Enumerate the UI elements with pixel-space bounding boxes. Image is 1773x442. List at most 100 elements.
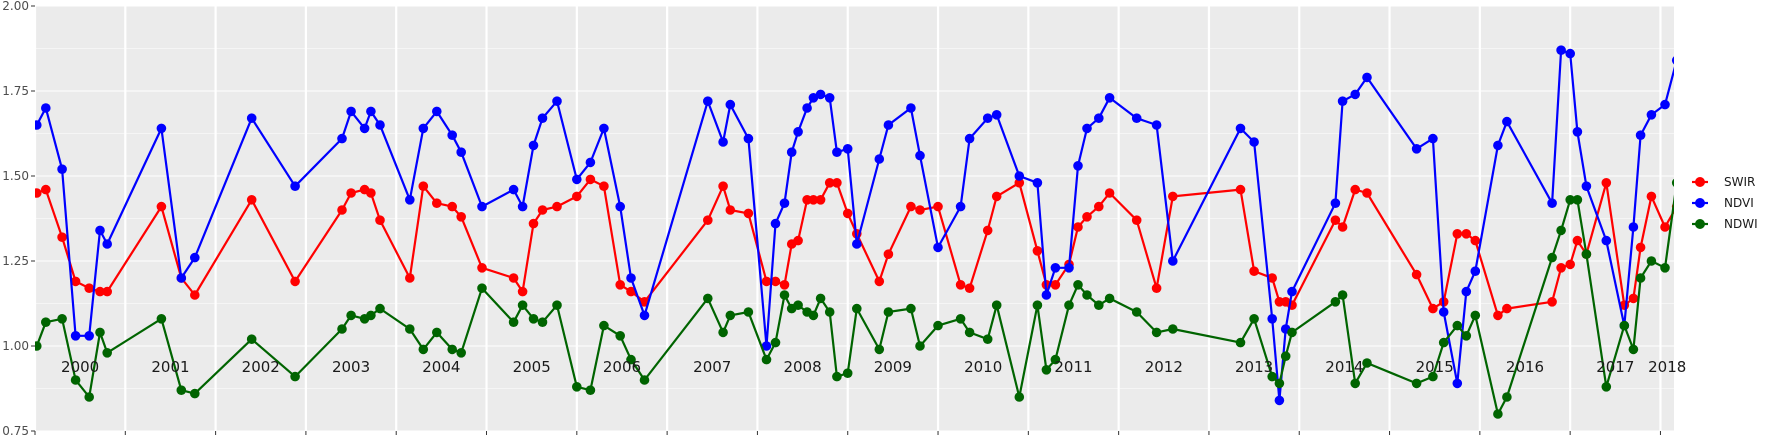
data-point-ndvi [57, 164, 67, 174]
data-point-ndvi [405, 195, 415, 205]
data-point-ndwi [718, 327, 728, 338]
data-point-swir [982, 225, 993, 236]
axis-ticks: 0.75 1.00 1.25 1.50 1.75 2.00 [2, 0, 1661, 438]
data-point-ndwi [615, 331, 625, 341]
data-point-ndvi [824, 93, 835, 103]
data-point-swir [808, 195, 819, 205]
data-point-ndvi [626, 273, 636, 283]
data-point-ndvi [1547, 198, 1557, 208]
data-point-swir [1094, 201, 1104, 212]
data-point-ndwi [770, 337, 781, 348]
data-point-ndwi [1168, 324, 1178, 334]
year-label: 2000 [61, 358, 99, 376]
data-point-ndwi [1073, 280, 1083, 290]
data-point-ndwi [1572, 195, 1583, 205]
data-point-ndwi [41, 317, 51, 328]
data-point-ndvi [703, 96, 713, 106]
data-point-swir [84, 283, 94, 294]
data-point-ndvi [1660, 99, 1670, 110]
data-point-swir [874, 276, 885, 287]
data-point-ndvi [1249, 137, 1259, 147]
data-point-ndvi [1235, 123, 1246, 134]
data-point-ndwi [1235, 337, 1246, 348]
data-point-swir [824, 178, 835, 188]
data-point-swir [906, 201, 916, 212]
data-point-ndwi [290, 371, 300, 382]
data-point-ndvi [1428, 133, 1438, 144]
data-point-swir [405, 273, 415, 283]
year-label: 2016 [1506, 358, 1544, 376]
data-point-ndwi [528, 314, 539, 324]
data-point-ndvi [1692, 130, 1702, 140]
data-point-swir [337, 205, 347, 215]
data-point-swir [1660, 222, 1670, 232]
year-label: 2018 [1648, 358, 1686, 376]
year-label: 2002 [242, 358, 280, 376]
data-point-ndvi [1701, 147, 1711, 157]
data-point-ndwi [1502, 392, 1512, 402]
data-point-ndwi [1274, 378, 1285, 389]
data-point-ndvi [802, 103, 812, 113]
data-point-ndwi [626, 354, 636, 365]
data-point-ndvi [102, 239, 112, 249]
data-point-ndvi [1493, 140, 1503, 151]
year-label: 2001 [151, 358, 189, 376]
data-point-ndwi [1131, 307, 1142, 317]
data-point-ndwi [808, 310, 819, 321]
data-point-swir [1461, 229, 1472, 239]
data-point-swir [703, 215, 713, 225]
data-point-ndvi [599, 123, 609, 134]
data-point-ndvi [1683, 110, 1693, 120]
data-point-ndwi [639, 375, 650, 385]
year-label: 2017 [1596, 358, 1634, 376]
data-point-ndvi [1565, 48, 1575, 59]
data-point-ndwi [366, 310, 376, 321]
data-point-swir [955, 280, 966, 290]
data-point-ndwi [1452, 320, 1463, 331]
data-point-ndvi [779, 198, 790, 208]
data-point-ndwi [1438, 337, 1449, 348]
data-point-swir [35, 188, 42, 198]
data-point-ndwi [456, 348, 467, 358]
data-point-ndvi [517, 201, 528, 212]
data-point-ndwi [552, 300, 562, 311]
data-point-ndvi [1073, 161, 1083, 171]
data-point-ndvi [1717, 161, 1727, 171]
data-point-swir [842, 208, 853, 219]
data-point-ndwi [1082, 290, 1092, 300]
data-point-swir [1151, 283, 1162, 294]
y-tick-label: 0.75 [2, 424, 29, 438]
data-point-ndwi [84, 392, 94, 402]
data-point-ndvi [964, 133, 975, 144]
data-point-ndwi [1014, 392, 1025, 402]
data-point-ndvi [1064, 263, 1074, 273]
data-point-swir [41, 184, 51, 195]
data-point-swir [1032, 246, 1043, 256]
data-point-swir [156, 201, 167, 212]
data-point-ndvi [190, 252, 200, 263]
series-swir [35, 174, 1765, 321]
data-point-ndwi [1104, 293, 1115, 304]
legend-label: NDWI [1724, 217, 1758, 231]
data-point-ndvi [955, 201, 966, 212]
data-point-swir [1692, 280, 1702, 290]
data-point-ndwi [537, 317, 548, 328]
data-point-ndwi [793, 300, 803, 311]
data-point-swir [1565, 259, 1575, 270]
data-point-ndwi [915, 341, 925, 351]
year-label: 2004 [422, 358, 460, 376]
data-point-swir [246, 195, 257, 205]
y-tick-label: 1.75 [2, 84, 29, 98]
data-point-ndwi [508, 317, 519, 328]
data-point-ndvi [70, 331, 81, 341]
data-point-swir [991, 191, 1002, 202]
data-point-swir [1755, 270, 1765, 280]
data-point-swir [1547, 297, 1557, 307]
data-point-ndvi [786, 147, 797, 157]
data-point-ndwi [1280, 351, 1291, 362]
data-point-ndvi [1438, 307, 1449, 317]
data-point-ndvi [1411, 144, 1422, 154]
data-point-ndwi [1249, 314, 1259, 324]
data-point-ndwi [743, 307, 754, 317]
year-label: 2003 [332, 358, 370, 376]
